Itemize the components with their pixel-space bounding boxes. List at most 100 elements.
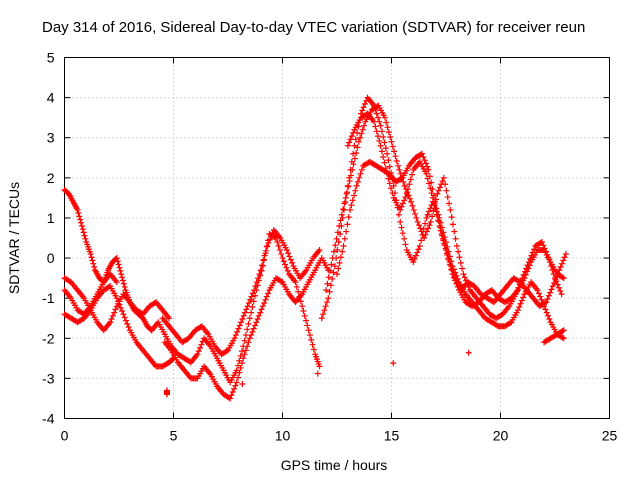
data-point-plus (436, 184, 443, 191)
data-point-plus (197, 324, 204, 331)
data-point-plus (441, 242, 448, 249)
data-point-plus (337, 217, 344, 224)
data-point-plus (327, 267, 334, 274)
data-point-plus (422, 220, 429, 227)
data-point-plus (346, 139, 353, 146)
data-point-plus (350, 161, 357, 168)
data-point-plus (345, 214, 352, 221)
data-point-plus (240, 312, 247, 319)
data-point-plus (402, 241, 409, 248)
axis-ticks (64, 57, 610, 419)
data-point-plus (236, 369, 243, 376)
data-point-plus (121, 283, 128, 290)
data-point-plus (561, 254, 568, 261)
data-point-plus (409, 202, 416, 209)
data-point-plus (427, 205, 434, 212)
data-point-plus (453, 243, 460, 250)
data-point-plus (558, 291, 565, 298)
data-point-plus (238, 319, 245, 326)
data-point-plus (248, 309, 255, 316)
data-point-plus (125, 324, 132, 331)
data-point-plus (301, 312, 308, 319)
data-point-plus (437, 227, 444, 234)
data-point-plus (420, 153, 427, 160)
data-point-plus (361, 122, 368, 129)
data-point-plus (353, 149, 360, 156)
data-point-plus (261, 299, 268, 306)
y-tick-label: 4 (47, 90, 55, 106)
data-point-plus (343, 228, 350, 235)
data-point-plus (459, 265, 466, 272)
data-point-plus (344, 221, 351, 228)
data-point-plus (120, 311, 127, 318)
data-point-plus (559, 274, 566, 281)
data-point-plus (348, 133, 355, 140)
data-point-plus (151, 299, 158, 306)
data-point-plus (248, 332, 255, 339)
data-point-plus (344, 189, 351, 196)
data-point-plus (447, 206, 454, 213)
data-point-plus (79, 226, 86, 233)
data-point-plus (250, 325, 257, 332)
data-point-plus (549, 283, 556, 290)
data-point-plus (406, 195, 413, 202)
data-point-plus (439, 232, 446, 239)
data-point-plus (118, 271, 125, 278)
data-point-plus (244, 326, 251, 333)
data-point-plus (390, 360, 397, 367)
data-point-plus (249, 303, 256, 310)
data-point-plus (489, 298, 496, 305)
data-point-plus (250, 298, 257, 305)
data-point-plus (554, 281, 561, 288)
data-point-plus (320, 311, 327, 318)
data-point-plus (355, 138, 362, 145)
data-point-plus (425, 180, 432, 187)
data-point-plus (348, 202, 355, 209)
y-axis-title: SDTVAR / TECUs (6, 182, 22, 294)
data-point-plus (258, 306, 265, 313)
data-point-plus (440, 174, 447, 181)
data-point-plus (261, 252, 268, 259)
data-point-plus (112, 306, 119, 313)
data-point-plus (418, 237, 425, 244)
y-tick-label: -4 (42, 411, 55, 427)
data-point-plus (195, 348, 202, 355)
data-point-plus (413, 214, 420, 221)
data-point-plus (231, 385, 238, 392)
y-tick-label: -3 (42, 370, 55, 386)
data-point-plus (186, 358, 193, 365)
data-point-plus (268, 233, 275, 240)
data-point-plus (265, 239, 272, 246)
data-point-plus (253, 279, 260, 286)
data-point-plus (346, 178, 353, 185)
data-point-plus (531, 246, 538, 253)
x-tick-labels: 0 5 10 15 20 25 (61, 428, 618, 444)
data-point-plus (392, 153, 399, 160)
data-point-plus (415, 246, 422, 253)
data-point-plus (361, 101, 368, 108)
data-point-plus (449, 271, 456, 278)
data-point-plus (116, 264, 123, 271)
data-point-plus (329, 275, 336, 282)
data-point-plus (385, 129, 392, 136)
y-tick-label: 2 (47, 170, 55, 186)
data-point-plus (353, 182, 360, 189)
data-point-plus (377, 122, 384, 129)
data-point-plus (381, 159, 388, 166)
data-point-plus (384, 124, 391, 131)
data-point-plus (74, 206, 81, 213)
data-point-plus (263, 293, 270, 300)
y-tick-label: 5 (47, 50, 55, 66)
data-point-plus (444, 194, 451, 201)
data-point-plus (560, 275, 567, 282)
data-point-plus (340, 206, 347, 213)
data-point-plus (410, 206, 417, 213)
data-point-plus (560, 327, 567, 334)
data-point-plus (119, 274, 126, 281)
data-point-plus (91, 263, 98, 270)
data-point-plus (449, 221, 456, 228)
data-point-plus (334, 229, 341, 236)
data-point-plus (429, 194, 436, 201)
data-point-plus (522, 271, 529, 278)
